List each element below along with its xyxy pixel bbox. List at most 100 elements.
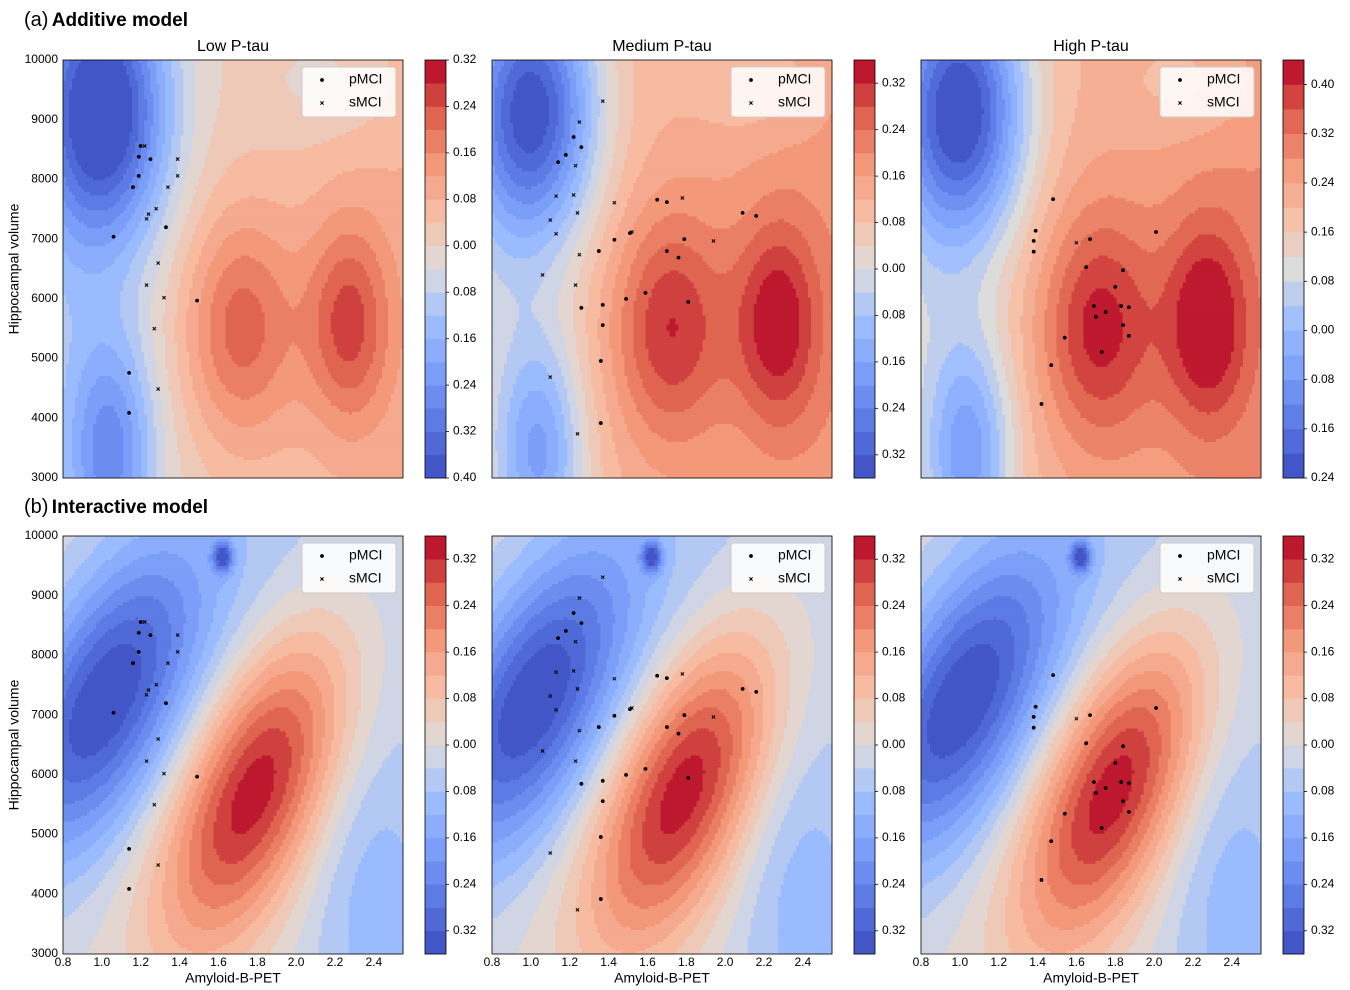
contour-band — [528, 390, 544, 395]
contour-band — [618, 87, 634, 91]
contour-band — [630, 231, 649, 235]
contour-band — [114, 408, 130, 413]
contour-band — [360, 294, 374, 298]
contour-band — [585, 165, 592, 169]
contour-band — [558, 462, 568, 467]
contour-band — [321, 141, 404, 145]
contour-band — [711, 177, 722, 181]
contour-band — [195, 396, 211, 401]
contour-band — [573, 468, 583, 473]
contour-band — [750, 162, 833, 166]
contour-band — [753, 441, 815, 446]
contour-band — [72, 138, 130, 142]
contour-band — [147, 438, 157, 443]
contour-band — [492, 87, 496, 91]
contour-band — [567, 177, 574, 181]
contour-band — [492, 168, 496, 172]
contour-band — [153, 351, 166, 356]
contour-band — [582, 453, 592, 458]
contour-band — [633, 396, 652, 401]
contour-band — [822, 348, 833, 353]
contour-band — [306, 405, 338, 410]
contour-band — [147, 150, 157, 154]
contour-band — [549, 99, 559, 103]
contour-band — [159, 387, 169, 392]
contour-band — [561, 204, 574, 208]
contour-band — [990, 105, 997, 109]
contour-band — [753, 408, 806, 413]
contour-band — [498, 78, 508, 82]
contour-band — [1080, 75, 1145, 79]
contour-band — [132, 453, 142, 458]
contour-band — [747, 210, 821, 214]
contour-band — [210, 327, 226, 332]
contour-band — [564, 120, 571, 124]
contour-band — [84, 243, 106, 247]
contour-band — [138, 132, 145, 136]
contour-band — [618, 393, 631, 398]
contour-band — [501, 69, 511, 73]
contour-band — [303, 354, 323, 359]
contour-band — [189, 372, 205, 377]
contour-band — [87, 360, 124, 365]
contour-band — [558, 174, 568, 178]
contour-band — [225, 339, 265, 344]
contour-band — [564, 345, 577, 350]
contour-band — [576, 390, 586, 395]
contour-band — [69, 165, 82, 169]
contour-band — [597, 330, 610, 335]
contour-band — [927, 99, 937, 103]
contour-band — [198, 453, 235, 458]
contour-band — [606, 132, 616, 136]
contour-band — [168, 201, 178, 205]
contour-band — [225, 327, 265, 332]
contour-band — [162, 192, 172, 196]
contour-band — [822, 309, 833, 314]
contour-band — [759, 447, 809, 452]
contour-band — [399, 363, 404, 368]
contour-band — [84, 468, 94, 473]
contour-band — [558, 429, 565, 434]
contour-band — [180, 276, 193, 280]
contour-band — [501, 378, 517, 383]
contour-band — [204, 465, 326, 470]
contour-band — [147, 432, 157, 437]
contour-band — [186, 324, 199, 329]
contour-band — [567, 399, 577, 404]
contour-band — [69, 66, 79, 70]
contour-band — [612, 366, 625, 371]
contour-band — [627, 156, 646, 160]
contour-band — [810, 444, 833, 449]
contour-band — [159, 168, 169, 172]
contour-band — [261, 342, 293, 347]
contour-band — [702, 342, 743, 347]
contour-band — [135, 207, 148, 211]
contour-band — [576, 339, 589, 344]
contour-band — [219, 276, 275, 280]
contour-band — [183, 81, 196, 85]
contour-band — [186, 339, 199, 344]
contour-band — [87, 225, 103, 229]
contour-band — [168, 372, 178, 377]
contour-band — [69, 345, 97, 350]
contour-band — [621, 474, 667, 479]
contour-band — [123, 63, 133, 67]
contour-band — [579, 411, 586, 416]
contour-band — [495, 102, 502, 106]
contour-band — [162, 63, 172, 67]
contour-band — [564, 102, 571, 106]
contour-band — [645, 387, 710, 392]
contour-band — [216, 108, 380, 112]
contour-band — [1008, 81, 1015, 85]
colorbar-band — [854, 269, 875, 293]
colorbar-tick-label: 0.08 — [453, 192, 477, 206]
contour-band — [216, 366, 278, 371]
contour-band — [564, 432, 574, 437]
contour-band — [738, 219, 779, 223]
contour-band — [282, 405, 308, 410]
contour-band — [504, 129, 514, 133]
contour-band — [699, 117, 767, 121]
contour-band — [318, 261, 338, 265]
contour-band — [558, 150, 568, 154]
contour-band — [528, 441, 547, 446]
